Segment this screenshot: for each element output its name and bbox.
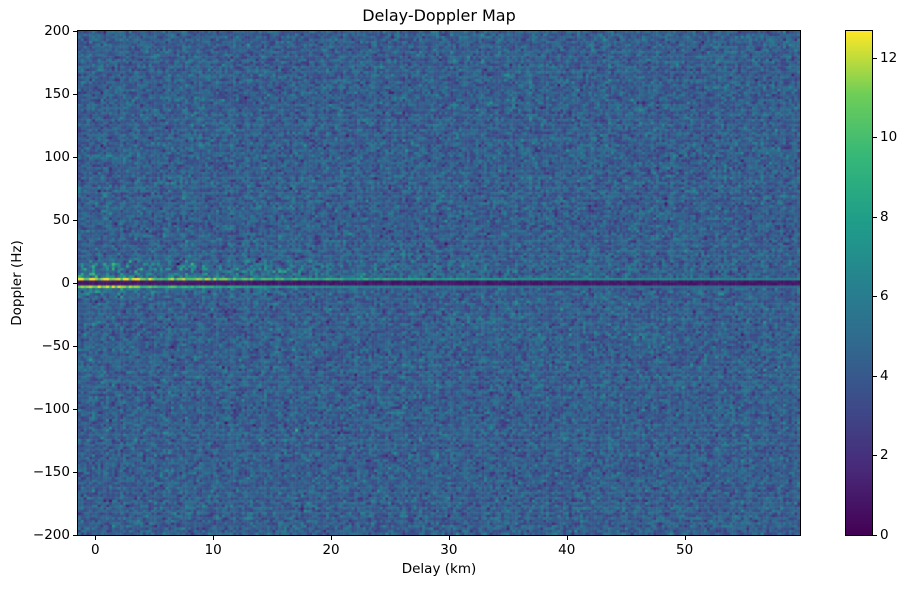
colorbar-tick-label: 8	[880, 208, 889, 225]
colorbar-tick-mark	[873, 535, 877, 536]
x-tick-mark	[331, 536, 333, 540]
colorbar-canvas	[846, 31, 872, 535]
y-tick-label: −150	[32, 464, 70, 480]
colorbar-tick-label: 2	[880, 447, 889, 464]
y-tick-label: −200	[32, 527, 70, 543]
x-tick-mark	[95, 536, 97, 540]
plot-title: Delay-Doppler Map	[362, 6, 516, 25]
y-tick-label: 150	[44, 86, 70, 102]
x-tick-label: 20	[322, 542, 340, 558]
y-tick-mark	[73, 346, 77, 347]
y-tick-mark	[73, 94, 77, 95]
colorbar-tick-label: 10	[880, 129, 898, 146]
colorbar-tick-label: 4	[880, 367, 889, 384]
y-tick-mark	[73, 31, 77, 32]
colorbar-tick-label: 0	[880, 527, 889, 543]
y-tick-label: −100	[32, 401, 70, 417]
x-tick-mark	[448, 536, 450, 540]
colorbar-tick-label: 6	[880, 288, 889, 305]
y-tick-mark	[73, 220, 77, 221]
x-tick-label: 40	[558, 542, 576, 558]
y-tick-label: 100	[44, 149, 70, 165]
y-tick-label: −50	[41, 338, 71, 354]
y-tick-mark	[73, 472, 77, 473]
x-tick-mark	[213, 536, 215, 540]
colorbar-tick-mark	[873, 375, 877, 377]
colorbar-tick-mark	[873, 137, 877, 139]
x-axis-label: Delay (km)	[401, 561, 477, 577]
y-tick-mark	[73, 283, 77, 284]
colorbar	[845, 30, 873, 536]
heatmap-axes	[77, 30, 801, 536]
x-tick-mark	[684, 536, 686, 540]
y-tick-mark	[73, 409, 77, 410]
colorbar-tick-mark	[873, 296, 877, 298]
x-tick-label: 10	[204, 542, 222, 558]
colorbar-tick-mark	[873, 216, 877, 218]
colorbar-tick-label: 12	[880, 49, 898, 66]
y-axis-label: Doppler (Hz)	[9, 240, 25, 326]
colorbar-tick-mark	[873, 455, 877, 457]
y-tick-label: 50	[52, 212, 70, 228]
x-tick-mark	[566, 536, 568, 540]
y-tick-mark	[73, 157, 77, 158]
heatmap-canvas	[78, 31, 800, 535]
colorbar-tick-mark	[873, 57, 877, 59]
y-tick-label: 0	[61, 275, 70, 291]
x-tick-label: 0	[91, 542, 100, 558]
y-tick-mark	[73, 535, 77, 536]
y-tick-label: 200	[44, 23, 70, 39]
x-tick-label: 30	[440, 542, 458, 558]
x-tick-label: 50	[676, 542, 694, 558]
